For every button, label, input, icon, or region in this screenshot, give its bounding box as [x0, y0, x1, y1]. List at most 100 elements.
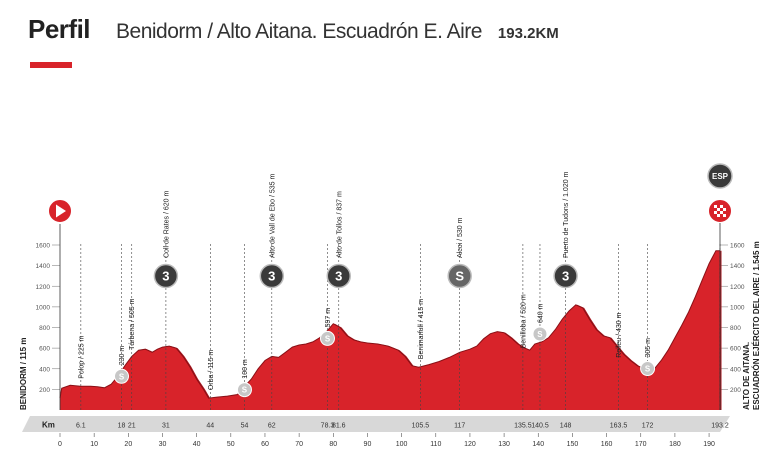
- x-tick-label: 20: [124, 441, 132, 448]
- finish-label-2: ESCUADRÓN EJÉRCITO DEL AIRE / 1.545 m: [752, 241, 761, 410]
- km-mark-label: 117: [454, 423, 465, 430]
- x-tick-label: 160: [601, 441, 613, 448]
- waypoint-label: 640 m: [538, 303, 545, 323]
- x-tick-label: 40: [193, 441, 201, 448]
- finish-category-icon: [707, 163, 733, 189]
- x-tick-label: 0: [58, 441, 62, 448]
- badge-glyph: 3: [268, 269, 275, 284]
- waypoint-label: Relleu / 430 m: [616, 312, 623, 357]
- sprint-badge-glyph: S: [645, 365, 651, 374]
- x-tick-label: 80: [329, 441, 337, 448]
- x-tick-label: 180: [669, 441, 681, 448]
- mountain-category-icon: [153, 263, 179, 289]
- km-mark-label: 6.1: [76, 423, 86, 430]
- y-tick-label-left: 400: [39, 366, 50, 373]
- checker-square: [720, 205, 723, 208]
- checkered-icon: [714, 205, 726, 217]
- km-mark-label: 148: [560, 423, 572, 430]
- waypoint-label: Polop / 225 m: [78, 335, 85, 378]
- accent-bar: [30, 62, 72, 68]
- x-tick-label: 130: [498, 441, 510, 448]
- y-tick-label-left: 200: [39, 387, 50, 394]
- waypoint-label: Tárbena / 505 m: [129, 298, 136, 350]
- sprint-badge-icon: [532, 326, 548, 342]
- finish-category-glyph: ESP: [712, 172, 729, 181]
- mountain-category-icon: [326, 263, 352, 289]
- stage-distance: 193.2KM: [497, 25, 559, 42]
- km-mark-label: 140.5: [531, 423, 549, 430]
- waypoint-label: 305 m: [645, 338, 652, 358]
- header: Perfil Benidorm / Alto Aitana. Escuadrón…: [28, 14, 559, 48]
- x-tick-label: 100: [396, 441, 408, 448]
- waypoint-label: Coll de Rates / 620 m: [163, 191, 170, 258]
- y-tick-label-right: 200: [730, 387, 741, 394]
- km-mark-label: 81.6: [332, 423, 346, 430]
- waypoint-label: Alto de Tollos / 837 m: [336, 191, 343, 258]
- x-tick-label: 190: [703, 441, 715, 448]
- km-mark-label: 172: [642, 423, 654, 430]
- x-tick-label: 140: [532, 441, 544, 448]
- km-mark-label: 105.5: [412, 423, 430, 430]
- x-tick-label: 110: [430, 441, 441, 448]
- x-tick-label: 30: [159, 441, 167, 448]
- km-mark-label: 18: [118, 423, 126, 430]
- y-tick-label-left: 800: [39, 325, 50, 332]
- km-mark-label: 31: [162, 423, 170, 430]
- km-mark-label: 78.3: [321, 423, 335, 430]
- profile-line: [59, 250, 720, 399]
- y-tick-label-left: 1200: [36, 284, 51, 291]
- checker-square: [723, 208, 726, 211]
- x-tick-label: 10: [90, 441, 98, 448]
- x-tick-label: 90: [364, 441, 372, 448]
- km-band-label: Km: [42, 421, 55, 430]
- km-band: [22, 416, 730, 432]
- x-tick-label: 150: [567, 441, 579, 448]
- sprint-badge-icon: [236, 382, 252, 398]
- badge-glyph: 3: [562, 269, 569, 284]
- sprint-badge-icon: [113, 368, 129, 384]
- sprint-badge-glyph: S: [242, 386, 248, 395]
- km-mark-label: 193.2: [711, 423, 729, 430]
- y-tick-label-right: 400: [730, 366, 741, 373]
- y-tick-label-left: 1400: [36, 263, 51, 270]
- badge-glyph: 3: [162, 269, 169, 284]
- start-label: BENIDORM / 115 m: [19, 338, 28, 410]
- y-tick-label-right: 1400: [730, 263, 745, 270]
- x-tick-label: 120: [464, 441, 476, 448]
- mountain-category-icon: [553, 263, 578, 289]
- y-tick-label-left: 1000: [36, 304, 51, 311]
- checker-square: [714, 211, 717, 214]
- page-title: Perfil: [28, 14, 91, 44]
- km-mark-label: 163.5: [610, 423, 628, 430]
- km-mark-label: 62: [268, 423, 276, 430]
- y-tick-label-left: 1600: [36, 243, 51, 250]
- checker-square: [720, 211, 723, 214]
- waypoint-label: Orba / 115 m: [208, 350, 215, 391]
- km-mark-label: 21: [128, 423, 136, 430]
- y-tick-label-right: 1200: [730, 284, 745, 291]
- waypoint-label: 597 m: [325, 308, 332, 328]
- sprint-badge-glyph: S: [119, 372, 125, 381]
- km-mark-label: 54: [241, 423, 249, 430]
- mountain-category-icon: [259, 263, 285, 289]
- km-mark-label: 135.5: [514, 423, 532, 430]
- waypoint-label: 230 m: [119, 346, 126, 366]
- y-tick-label-right: 1600: [730, 243, 745, 250]
- x-tick-label: 70: [295, 441, 303, 448]
- y-tick-label-right: 600: [730, 346, 741, 353]
- checker-square: [717, 214, 720, 217]
- waypoint-label: 100 m: [242, 359, 249, 379]
- x-tick-label: 60: [261, 441, 269, 448]
- intermediate-sprint-icon: [447, 263, 472, 289]
- waypoint-label: Benimarfull / 415 m: [418, 299, 425, 359]
- waypoint-label: Alcoi / 530 m: [457, 217, 464, 258]
- y-tick-label-right: 1000: [730, 304, 745, 311]
- checker-square: [717, 208, 720, 211]
- checker-square: [723, 214, 726, 217]
- waypoint-label: Puerto de Tudons / 1.020 m: [563, 171, 570, 258]
- profile-area: [60, 250, 720, 410]
- waypoint-label: Benilloba / 520 m: [520, 294, 527, 348]
- waypoint-label: Alto de Vall de Ebo / 535 m: [269, 174, 276, 258]
- badge-glyph: 3: [335, 269, 342, 284]
